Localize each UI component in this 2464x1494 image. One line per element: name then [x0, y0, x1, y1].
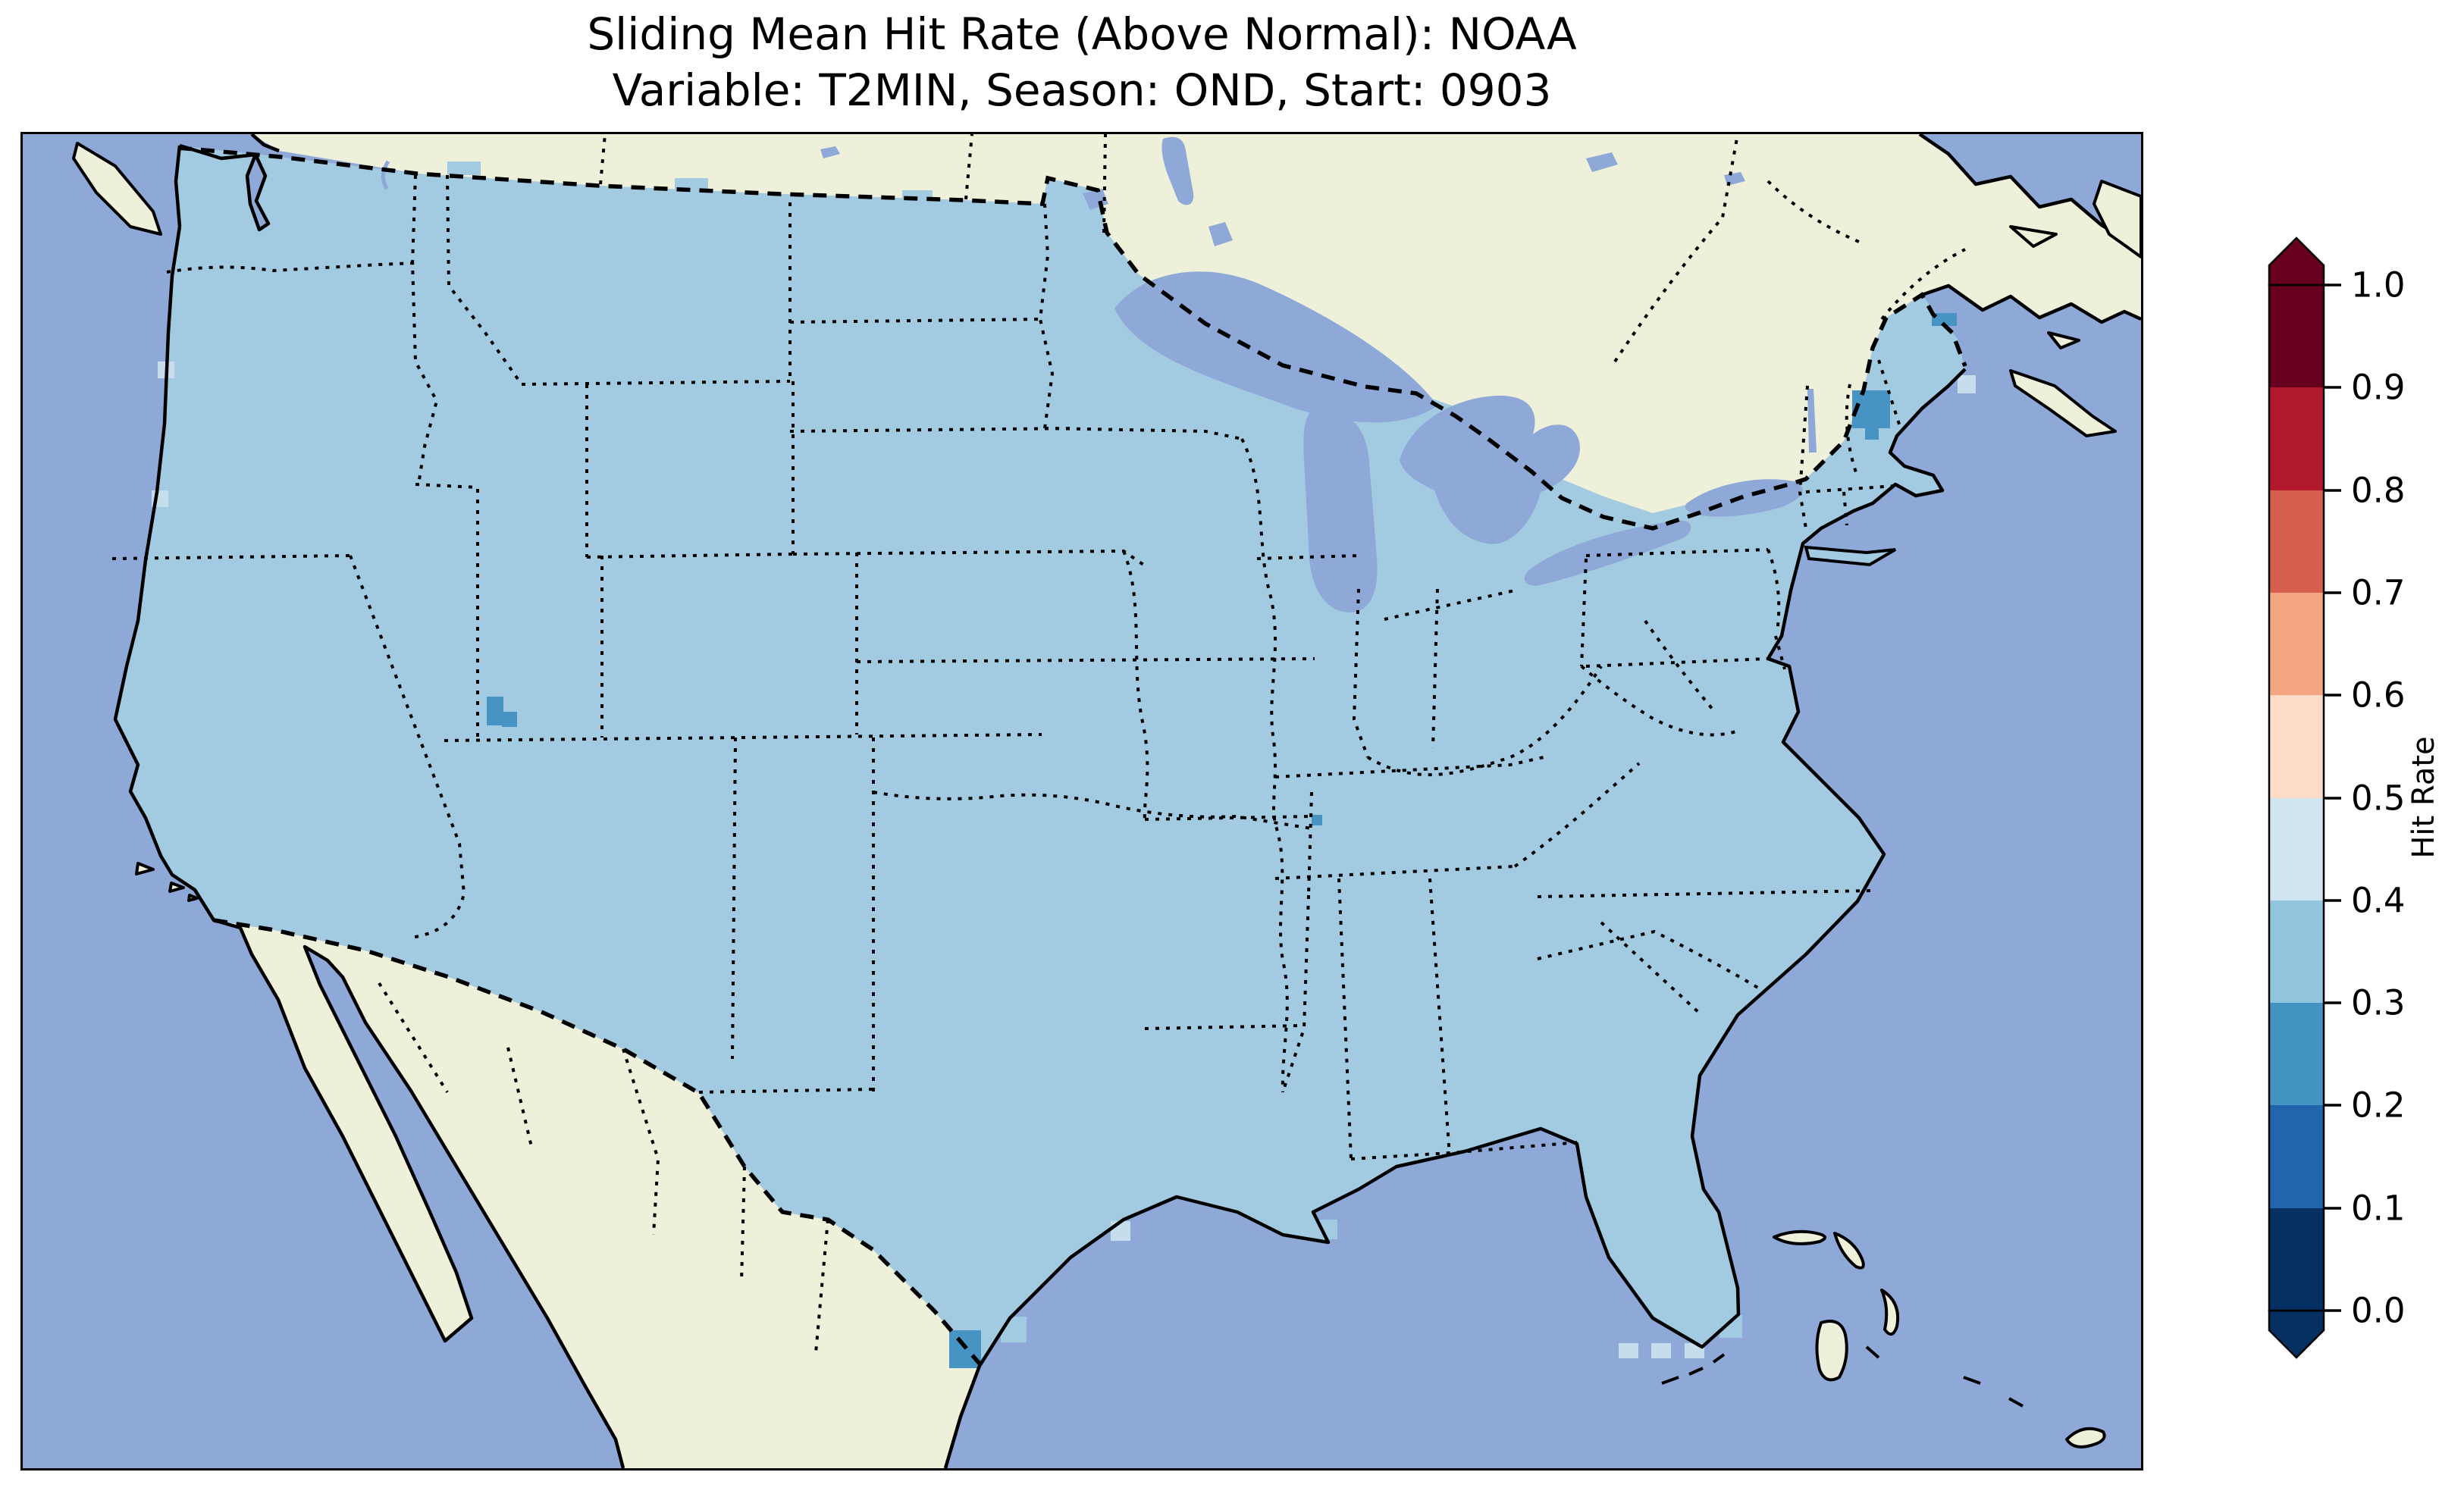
lake-erie	[1524, 520, 1691, 586]
country-borders	[177, 146, 1967, 1365]
channel-island-2	[168, 882, 185, 893]
pacific-coastline	[113, 143, 625, 1468]
cbar-seg-08-09	[2269, 387, 2324, 490]
cbar-seg-07-08	[2269, 490, 2324, 593]
nova-scotia	[2009, 369, 2117, 437]
colorbar-canvas: 1.0 0.9 0.8 0.7 0.6 0.5 0.4 0.3 0.2 0.1 …	[2268, 236, 2441, 1359]
cbar-under-arrow	[2268, 1309, 2325, 1359]
cell-utah	[487, 697, 503, 725]
cbar-seg-06-07	[2269, 593, 2324, 695]
cbar-tick-label: 0.4	[2351, 881, 2406, 921]
colorbar: 1.0 0.9 0.8 0.7 0.6 0.5 0.4 0.3 0.2 0.1 …	[2243, 226, 2464, 1378]
cbar-tick-label: 0.0	[2351, 1291, 2406, 1331]
cell-maine-coast	[1932, 313, 1957, 326]
figure-title: Sliding Mean Hit Rate (Above Normal): NO…	[23, 6, 2141, 118]
newfoundland	[2093, 180, 2141, 258]
cbar-seg-00-01	[2269, 1208, 2324, 1311]
bahama-cay-1	[1963, 1376, 1981, 1385]
canada-atlantic-coastline	[1918, 134, 2141, 324]
figure-title-line2: Variable: T2MIN, Season: OND, Start: 090…	[612, 64, 1552, 117]
lake-superior	[1114, 271, 1437, 423]
cbar-seg-04-05	[2269, 798, 2324, 900]
atlantic-gulf-coastline	[943, 368, 1967, 1468]
cbar-tick-label: 1.0	[2351, 265, 2406, 305]
islands	[72, 142, 2141, 1449]
cbar-tick-label: 0.8	[2351, 471, 2406, 511]
cbar-tick-label: 0.2	[2351, 1085, 2406, 1126]
puget-sound	[245, 152, 271, 232]
cell-nh-seacoast	[1852, 390, 1890, 428]
map-panel	[20, 132, 2143, 1471]
map-canvas	[23, 134, 2141, 1468]
canada-lake-small-3	[820, 146, 840, 158]
prince-edward-island	[2047, 331, 2080, 349]
great-abaco	[1833, 1232, 1865, 1270]
grand-bahama	[1773, 1229, 1826, 1245]
bahama-cay-2	[2008, 1397, 2024, 1408]
state-borders	[111, 134, 1966, 1354]
cell-tennessee	[1312, 815, 1322, 825]
lake-winnipeg	[1161, 136, 1194, 205]
cell-nh-seacoast-2	[1865, 428, 1879, 440]
canada-lake-small-1	[1586, 152, 1618, 172]
cbar-ticks	[2324, 283, 2341, 1312]
cbar-seg-03-04	[2269, 900, 2324, 1003]
channel-island-3	[187, 894, 199, 902]
cell-utah-2	[502, 712, 517, 727]
cbar-tick-label: 0.1	[2351, 1189, 2406, 1229]
cbar-seg-09-10	[2269, 285, 2324, 387]
florida-keys	[1661, 1353, 1726, 1385]
cbar-tick-label: 0.3	[2351, 983, 2406, 1023]
canada-river-arc	[381, 160, 390, 190]
lake-nipigon	[1208, 222, 1233, 246]
cbar-over-arrow	[2268, 236, 2325, 287]
cbar-axis-label: Hit Rate	[2406, 736, 2441, 858]
us-canada-border	[177, 146, 1967, 531]
exuma-cay	[1865, 1345, 1880, 1359]
canada-pacific-coastline	[250, 134, 280, 153]
lakes	[381, 136, 1817, 612]
cbar-tick-labels: 1.0 0.9 0.8 0.7 0.6 0.5 0.4 0.3 0.2 0.1 …	[2351, 265, 2406, 1331]
cbar-seg-02-03	[2269, 1003, 2324, 1105]
anticosti-island	[2009, 225, 2058, 248]
canada-landmass	[252, 134, 2141, 513]
coastlines	[113, 134, 2141, 1468]
channel-island-1	[135, 862, 155, 875]
mexico-landmass	[214, 920, 980, 1468]
cbar-tick-label: 0.6	[2351, 675, 2406, 716]
andros-island	[1815, 1320, 1848, 1382]
cbar-tick-label: 0.7	[2351, 573, 2406, 613]
cbar-tick-label: 0.5	[2351, 778, 2406, 819]
cbar-tick-label: 0.9	[2351, 368, 2406, 408]
vancouver-island	[72, 142, 162, 236]
cbar-seg-01-02	[2269, 1105, 2324, 1208]
lake-champlain	[1807, 389, 1817, 453]
long-island	[1804, 545, 1897, 567]
figure-title-line1: Sliding Mean Hit Rate (Above Normal): NO…	[587, 8, 1577, 60]
cbar-seg-05-06	[2269, 695, 2324, 798]
cuba	[2065, 1427, 2106, 1449]
lake-michigan	[1303, 409, 1378, 612]
eleuthera	[1880, 1289, 1899, 1336]
lake-huron	[1400, 395, 1580, 544]
